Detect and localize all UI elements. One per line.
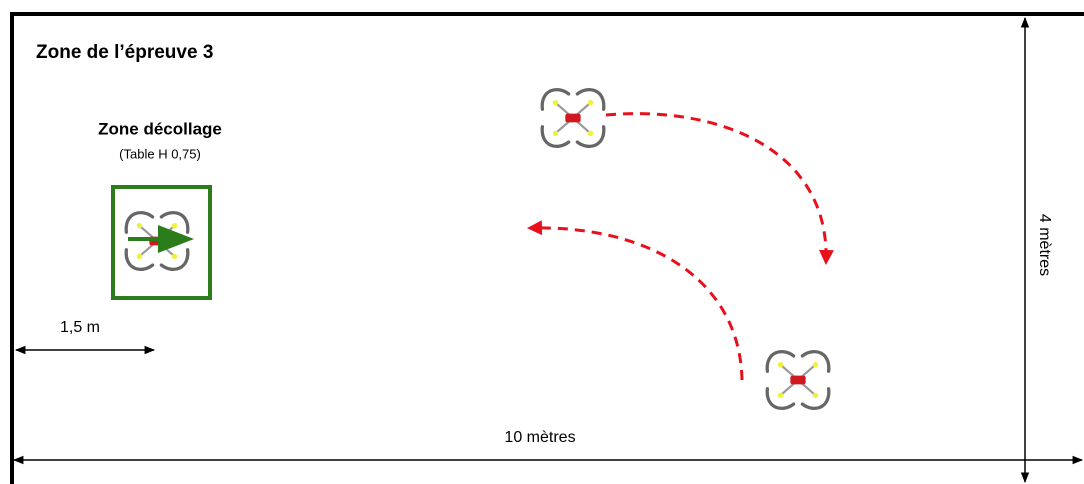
title: Zone de l’épreuve 3 bbox=[36, 42, 213, 63]
offset-label: 1,5 m bbox=[60, 319, 100, 336]
flight-path bbox=[527, 220, 744, 381]
takeoff-label: Zone décollage bbox=[98, 119, 222, 138]
zone-border bbox=[10, 12, 1084, 484]
height-label: 4 mètres bbox=[1036, 214, 1053, 276]
takeoff-note: (Table H 0,75) bbox=[119, 146, 201, 161]
drone-icon bbox=[540, 87, 606, 149]
direction-arrow bbox=[128, 225, 194, 253]
takeoff-zone bbox=[111, 185, 212, 300]
width-label: 10 mètres bbox=[504, 429, 575, 446]
drone-icon bbox=[765, 349, 831, 411]
flight-path bbox=[605, 112, 834, 265]
